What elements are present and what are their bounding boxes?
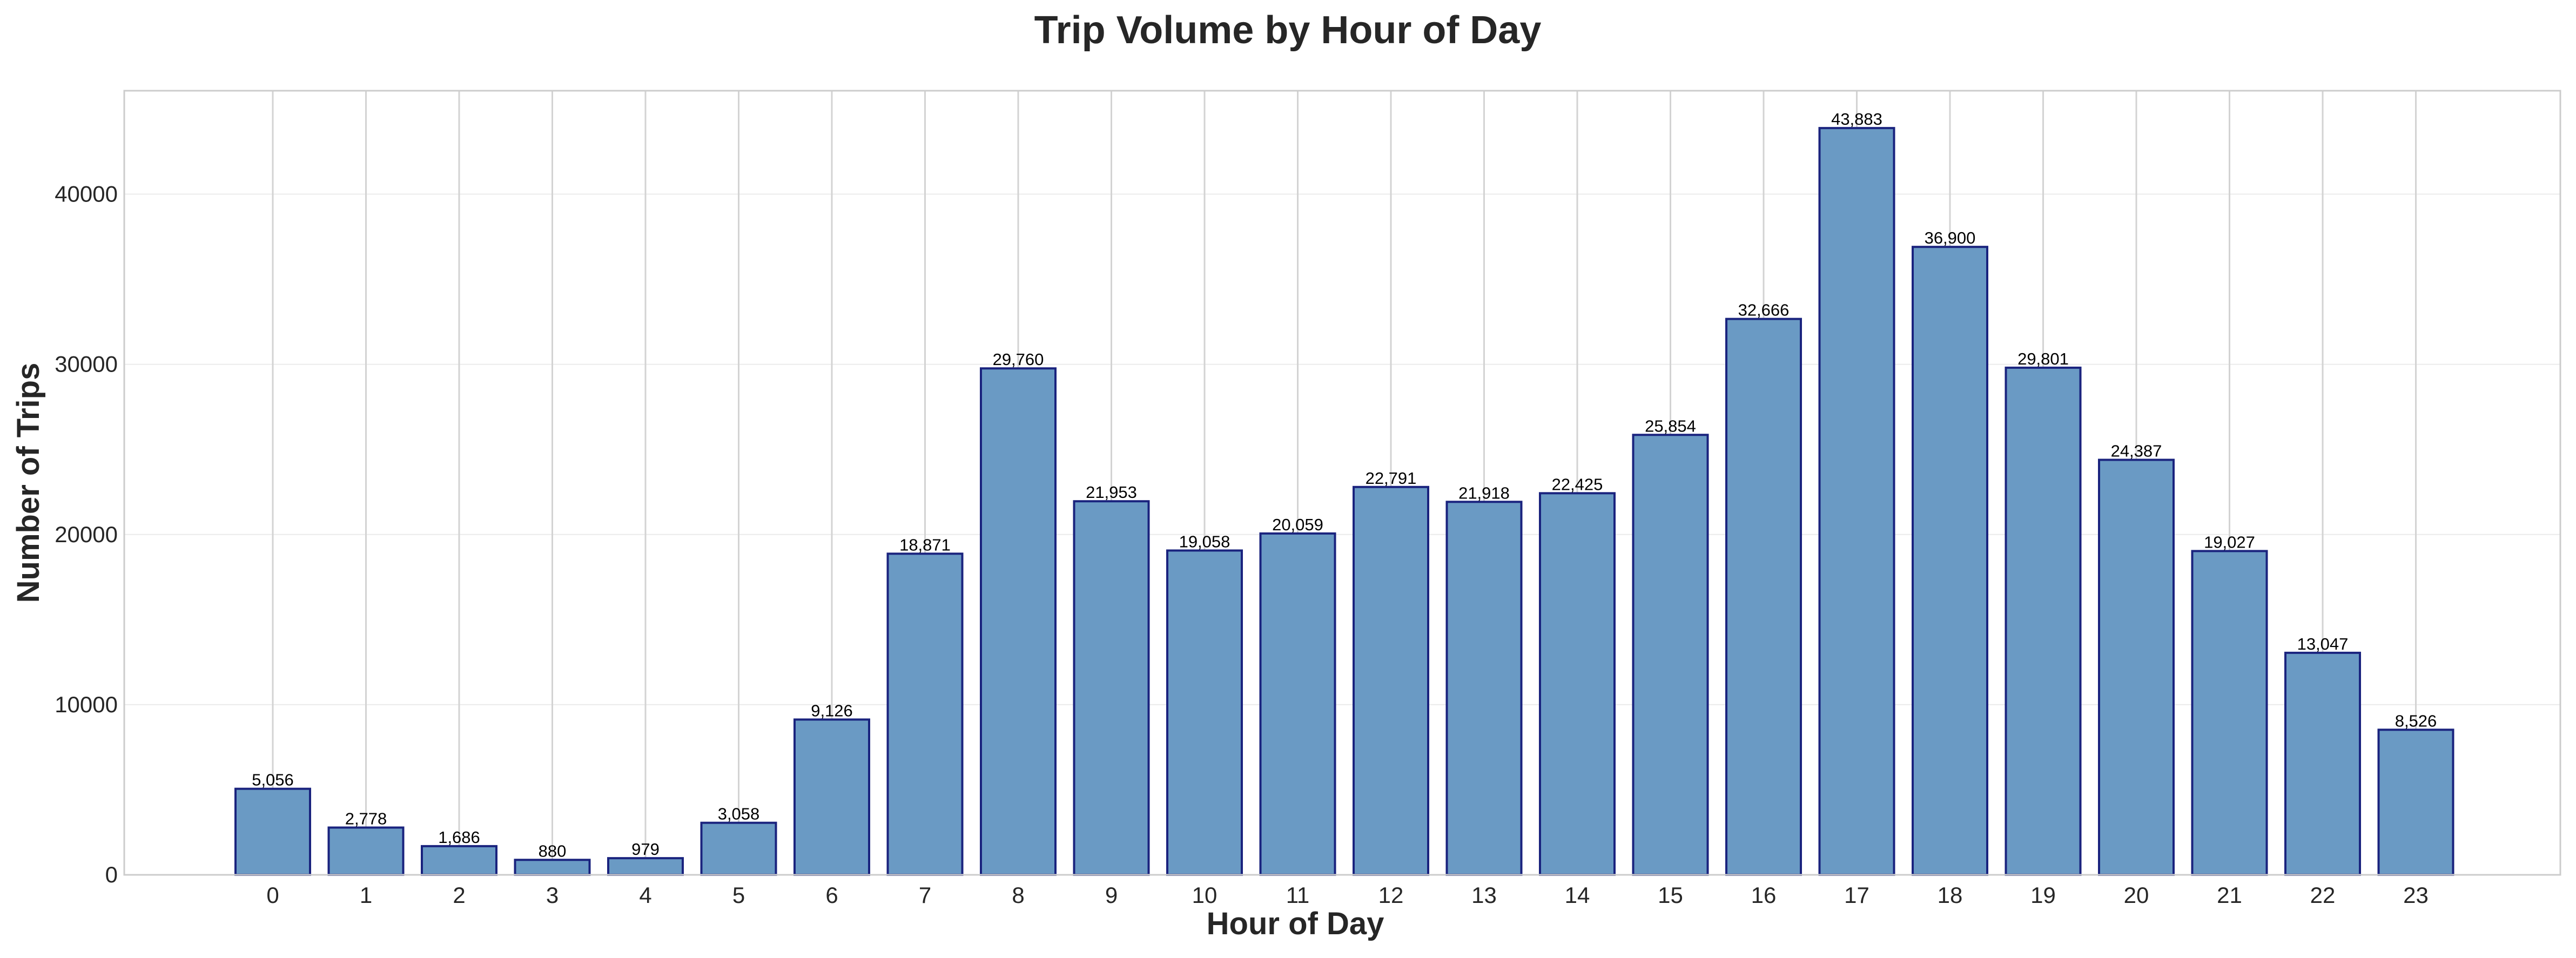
bar-value-label: 24,387 <box>2111 442 2162 461</box>
bar <box>234 787 311 876</box>
bar-value-label: 25,854 <box>1645 416 1696 435</box>
y-tick-label: 40000 <box>55 181 118 207</box>
bar <box>2191 550 2268 876</box>
bar <box>1353 485 1429 876</box>
bar <box>1632 434 1709 876</box>
bar-value-label: 8,526 <box>2395 711 2437 730</box>
bar-value-label: 32,666 <box>1738 301 1790 320</box>
x-tick-label: 2 <box>453 882 465 908</box>
bar <box>1445 501 1523 876</box>
bar <box>2284 651 2361 876</box>
bar-value-label: 13,047 <box>2297 635 2349 653</box>
bar <box>421 845 497 876</box>
plot-frame <box>123 90 2561 876</box>
bar-value-label: 20,059 <box>1272 515 1323 534</box>
x-tick-label: 13 <box>1471 882 1497 908</box>
x-tick-label: 22 <box>2310 882 2336 908</box>
bar-value-labels: 5,056 2,778 1,686 880 979 3,058 9,126 18,871 29,… <box>252 110 2437 860</box>
y-tick-label: 30000 <box>55 352 118 377</box>
bar <box>980 367 1057 876</box>
bar <box>1725 318 1802 876</box>
bar-value-label: 18,871 <box>899 535 951 554</box>
bar-value-label: 880 <box>539 841 567 860</box>
x-tick-label: 4 <box>639 882 651 908</box>
bar <box>1166 549 1243 876</box>
bar <box>1912 246 1988 876</box>
y-tick-label: 20000 <box>55 522 118 547</box>
y-tick-label: 0 <box>105 862 118 887</box>
x-axis-label: Hour of Day <box>1207 906 1384 941</box>
bar <box>1818 127 1895 876</box>
bar <box>514 859 591 876</box>
x-tick-label: 15 <box>1658 882 1683 908</box>
bar-value-label: 979 <box>631 840 660 859</box>
y-tick-labels: 0 10000 20000 30000 40000 <box>55 181 118 887</box>
bar-value-label: 21,953 <box>1086 483 1137 502</box>
x-tick-label: 21 <box>2217 882 2242 908</box>
x-tick-label: 8 <box>1012 882 1024 908</box>
x-tick-label: 20 <box>2124 882 2149 908</box>
x-tick-label: 1 <box>360 882 372 908</box>
bar <box>1259 532 1336 876</box>
y-axis-label: Number of Trips <box>11 363 46 603</box>
bar-value-label: 5,056 <box>252 771 294 790</box>
bar-value-label: 22,425 <box>1552 475 1603 494</box>
bar-value-label: 22,791 <box>1366 469 1417 488</box>
bar <box>886 552 964 876</box>
x-tick-label: 7 <box>919 882 931 908</box>
x-tick-label: 9 <box>1105 882 1118 908</box>
x-tick-label: 14 <box>1565 882 1590 908</box>
bar-value-label: 19,027 <box>2204 532 2255 551</box>
x-tick-label: 19 <box>2030 882 2056 908</box>
x-tick-label: 16 <box>1751 882 1777 908</box>
bar <box>607 857 684 876</box>
bar-value-label: 29,801 <box>2017 349 2069 368</box>
bar-value-label: 29,760 <box>993 350 1044 369</box>
y-tick-label: 10000 <box>55 692 118 717</box>
bar <box>327 826 405 876</box>
chart-title: Trip Volume by Hour of Day <box>1034 9 1542 52</box>
x-tick-label: 6 <box>825 882 838 908</box>
bar <box>2377 728 2454 876</box>
bar <box>793 718 870 876</box>
bar <box>1073 500 1150 876</box>
bar-value-label: 43,883 <box>1831 110 1882 129</box>
bar-series <box>234 127 2454 876</box>
x-tick-label: 18 <box>1938 882 1963 908</box>
x-tick-label: 11 <box>1286 882 1310 908</box>
bar-value-label: 19,058 <box>1179 532 1230 551</box>
bar <box>2005 366 2082 876</box>
x-tick-label: 0 <box>266 882 279 908</box>
x-tick-label: 23 <box>2403 882 2429 908</box>
bar-value-label: 21,918 <box>1458 483 1510 502</box>
x-tick-label: 3 <box>546 882 559 908</box>
bar-value-label: 2,778 <box>345 809 387 828</box>
bar-value-label: 3,058 <box>718 805 760 824</box>
x-tick-labels: 0 1 2 3 4 5 6 7 8 9 10 11 12 13 14 15 16 17 18 19 20 21 22 23 <box>266 882 2429 908</box>
x-tick-label: 12 <box>1378 882 1404 908</box>
bar <box>1539 492 1616 876</box>
bar <box>700 821 777 876</box>
bar <box>2098 458 2175 876</box>
x-tick-label: 17 <box>1844 882 1869 908</box>
bar-value-label: 36,900 <box>1925 228 1976 247</box>
x-tick-label: 10 <box>1192 882 1218 908</box>
x-tick-label: 5 <box>732 882 745 908</box>
bar-value-label: 9,126 <box>811 701 853 720</box>
bar-value-label: 1,686 <box>438 828 480 847</box>
